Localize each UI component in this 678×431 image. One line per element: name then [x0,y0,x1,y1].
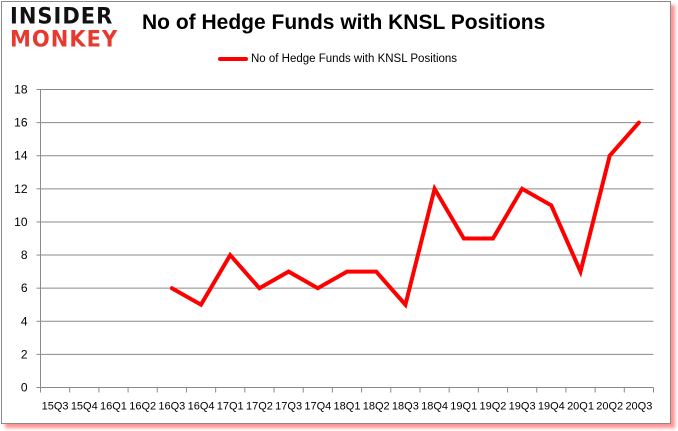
series-line [169,120,641,309]
x-tick-label: 19Q3 [509,401,536,413]
x-tick-label: 18Q3 [392,401,419,413]
y-tick-label: 18 [14,83,28,97]
x-tick-label: 20Q2 [596,401,623,413]
y-tick-label: 16 [14,116,28,130]
legend-label: No of Hedge Funds with KNSL Positions [251,53,458,65]
y-tick-label: 2 [21,347,28,361]
x-tick-label: 20Q1 [567,401,594,413]
x-tick-label: 16Q4 [188,401,215,413]
x-tick-label: 18Q2 [363,401,390,413]
chart-frame [1,1,671,424]
x-tick-label: 15Q3 [42,401,69,413]
y-tick-label: 14 [14,149,28,163]
x-tick-label: 17Q3 [275,401,302,413]
x-tick-label: 15Q4 [71,401,98,413]
logo-line-1: INSIDER [10,3,114,29]
y-tick-label: 4 [21,314,28,328]
logo-line-2: MONKEY [10,26,119,52]
y-tick-label: 8 [21,248,28,262]
x-tick-label: 16Q3 [158,401,185,413]
x-tick-label: 19Q4 [538,401,565,413]
x-tick-label: 18Q1 [334,401,361,413]
chart-title: No of Hedge Funds with KNSL Positions [142,11,546,34]
x-tick-label: 16Q2 [129,401,156,413]
x-tick-label: 19Q1 [450,401,477,413]
y-tick-label: 0 [21,381,28,395]
x-tick-label: 16Q1 [100,401,127,413]
y-tick-label: 12 [14,182,28,196]
x-tick-label: 20Q3 [625,401,652,413]
legend-line-swatch-icon [218,57,248,61]
y-axis-ticks: 0 2 4 6 8 10 12 14 16 18 [14,83,41,395]
x-tick-label: 17Q4 [304,401,331,413]
x-axis-ticks: 15Q3 15Q4 16Q1 16Q2 16Q3 16Q4 17Q1 17Q2 17Q3 17Q4… [40,387,654,413]
x-tick-label: 19Q2 [479,401,506,413]
y-tick-label: 10 [14,215,28,229]
x-tick-label: 18Q4 [421,401,448,413]
chart-legend: No of Hedge Funds with KNSL Positions [218,53,457,65]
x-tick-label: 17Q1 [217,401,244,413]
y-tick-label: 6 [21,281,28,295]
x-tick-label: 17Q2 [246,401,273,413]
insider-monkey-logo: INSIDER MONKEY [10,3,119,52]
axes [40,89,654,388]
gridlines [40,89,654,355]
